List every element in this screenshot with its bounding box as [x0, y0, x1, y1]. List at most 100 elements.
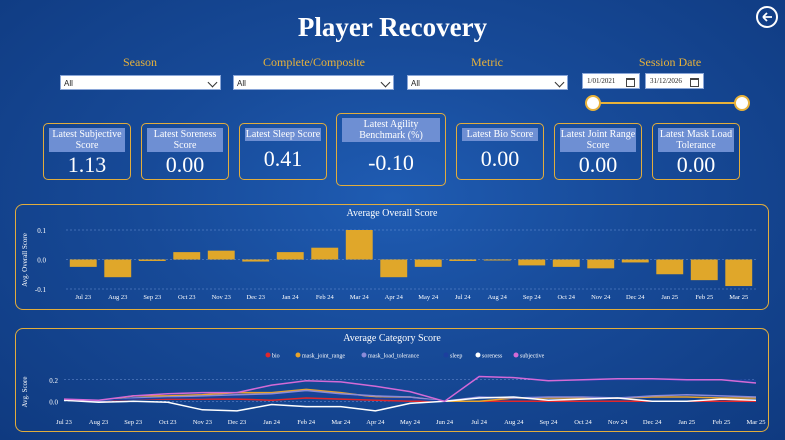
legend-marker: [443, 352, 449, 358]
calendar-icon[interactable]: [690, 78, 699, 87]
x-tick-label: Aug 23: [89, 419, 108, 426]
bar: [621, 259, 649, 263]
date-slider-end-handle[interactable]: [734, 95, 750, 111]
x-tick-label: Jul 24: [455, 294, 471, 301]
x-tick-label: Oct 24: [574, 419, 592, 426]
y-tick-label: 0.2: [49, 377, 58, 385]
x-tick-label: Aug 23: [108, 294, 127, 301]
back-arrow-icon[interactable]: [756, 6, 778, 28]
x-tick-label: Dec 23: [228, 419, 247, 426]
legend-label: mask_joint_range: [302, 354, 345, 360]
bar: [345, 230, 373, 260]
season-label: Season: [123, 55, 157, 69]
x-tick-label: Feb 24: [316, 294, 335, 301]
x-tick-label: Nov 23: [212, 294, 231, 301]
card-value: 0.00: [165, 152, 205, 177]
x-tick-label: Feb 24: [297, 419, 316, 426]
x-tick-label: Nov 24: [591, 294, 611, 301]
x-tick-label: Nov 23: [193, 419, 212, 426]
legend-marker: [265, 352, 271, 358]
x-tick-label: Jan 24: [282, 294, 300, 301]
bar: [483, 259, 511, 261]
end-date-value: 31/12/2026: [650, 77, 682, 85]
overall-score-chart: 0.1 0.0 -0.1 Avg. Overall Score Jul 23 Aug 23…: [21, 227, 756, 301]
bar: [276, 252, 304, 260]
legend-marker: [513, 352, 519, 358]
bar: [207, 250, 235, 260]
card-label: Latest Sleep Score: [245, 128, 321, 141]
y-tick-label: 0.0: [37, 257, 46, 265]
bar: [690, 259, 718, 281]
x-tick-label: Jun 24: [436, 419, 454, 426]
card-label: Latest Joint Range Score: [560, 128, 636, 152]
x-tick-label: Sep 24: [523, 294, 542, 301]
date-slider-start-handle[interactable]: [585, 95, 601, 111]
x-tick-label: Apr 24: [366, 419, 385, 426]
card-mask-load: Latest Mask Load Tolerance 0.00: [652, 123, 740, 180]
card-subjective: Latest Subjective Score 1.13: [43, 123, 131, 180]
x-tick-label: Dec 24: [643, 419, 662, 426]
date-slider-track[interactable]: [592, 102, 741, 104]
season-dropdown[interactable]: All: [60, 75, 221, 90]
legend-label: subjective: [520, 354, 545, 360]
metric-dropdown[interactable]: All: [407, 75, 568, 90]
x-tick-label: Jul 23: [56, 419, 72, 426]
category-score-chart: 0.2 0.0 Avg. Score bio mask_joint_range mask_…: [21, 352, 766, 426]
bar: [104, 259, 132, 278]
x-tick-label: Sep 23: [143, 294, 161, 301]
x-tick-label: Sep 24: [539, 419, 558, 426]
legend-label: mask_load_tolerance: [368, 354, 419, 360]
overall-score-panel: Average Overall Score 0.1 0.0 -0.1 Avg. Ove…: [15, 204, 769, 310]
x-tick-label: May 24: [400, 419, 421, 426]
series-line: [63, 389, 757, 403]
metric-value: All: [411, 79, 420, 88]
x-tick-label: Jul 23: [75, 294, 91, 301]
y-tick-label: 0.1: [37, 227, 46, 235]
bar: [173, 252, 201, 260]
start-date-input[interactable]: 1/01/2021: [582, 73, 640, 89]
x-tick-label: Dec 23: [246, 294, 265, 301]
card-value: 0.00: [578, 152, 618, 177]
bar: [449, 259, 477, 261]
series-line: [63, 397, 756, 403]
legend-label: soreness: [482, 354, 503, 360]
bar: [725, 259, 753, 287]
bar: [242, 259, 270, 262]
complete-composite-dropdown[interactable]: All: [233, 75, 394, 90]
card-bio: Latest Bio Score 0.00: [456, 123, 544, 180]
chart-title: Average Category Score: [343, 333, 441, 344]
chevron-down-icon: [380, 77, 391, 88]
y-tick-label: -0.1: [35, 286, 47, 294]
card-value: 0.41: [263, 146, 303, 171]
legend-marker: [361, 352, 367, 358]
x-tick-label: Oct 23: [178, 294, 196, 301]
x-tick-label: Mar 25: [747, 419, 766, 426]
calendar-icon[interactable]: [626, 78, 635, 87]
bar: [311, 247, 339, 260]
complete-composite-value: All: [237, 79, 246, 88]
x-tick-label: May 24: [418, 294, 439, 301]
legend-label: sleep: [450, 354, 462, 360]
x-tick-label: Nov 24: [608, 419, 628, 426]
x-tick-label: Mar 25: [729, 294, 748, 301]
card-label: Latest Subjective Score: [49, 128, 125, 152]
bar: [138, 259, 166, 261]
chevron-down-icon: [207, 77, 218, 88]
end-date-input[interactable]: 31/12/2026: [645, 73, 704, 89]
card-label: Latest Mask Load Tolerance: [658, 128, 734, 152]
card-joint-range: Latest Joint Range Score 0.00: [554, 123, 642, 180]
metric-label: Metric: [471, 55, 503, 69]
bar: [380, 259, 408, 278]
bar: [552, 259, 580, 267]
bar: [587, 259, 615, 269]
chart-title: Average Overall Score: [346, 208, 438, 219]
bar: [518, 259, 546, 266]
x-tick-label: Feb 25: [695, 294, 713, 301]
x-tick-label: Aug 24: [504, 419, 524, 426]
complete-composite-label: Complete/Composite: [263, 55, 365, 69]
card-value: 0.00: [676, 152, 716, 177]
card-label: Latest Bio Score: [462, 128, 538, 141]
x-tick-label: Aug 24: [488, 294, 508, 301]
card-value: 0.00: [480, 146, 520, 171]
series-line: [63, 374, 757, 403]
